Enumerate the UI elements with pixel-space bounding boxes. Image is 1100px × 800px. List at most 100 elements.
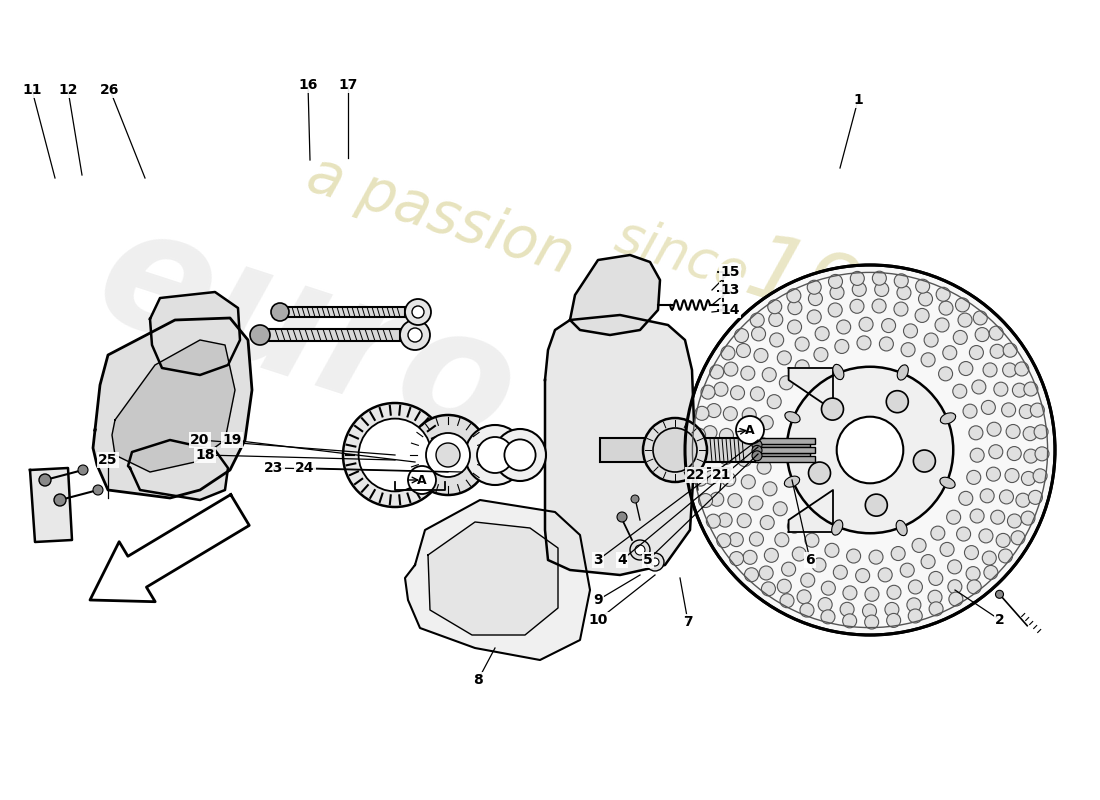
Ellipse shape [745,568,759,582]
Ellipse shape [701,385,715,399]
Text: since: since [608,210,756,302]
Ellipse shape [822,581,835,595]
Ellipse shape [780,594,794,608]
Ellipse shape [784,412,800,422]
Ellipse shape [760,515,774,530]
Text: 20: 20 [190,433,210,447]
Ellipse shape [692,428,705,442]
Ellipse shape [980,489,994,503]
Text: 25: 25 [98,453,118,467]
Ellipse shape [800,603,814,617]
Ellipse shape [702,448,716,462]
Text: 9: 9 [593,593,603,607]
Text: 16: 16 [298,78,318,92]
Ellipse shape [987,422,1001,436]
Ellipse shape [828,274,843,289]
Ellipse shape [928,571,943,586]
Ellipse shape [714,382,728,396]
Ellipse shape [805,534,818,547]
Ellipse shape [976,327,989,342]
Ellipse shape [822,398,844,420]
Ellipse shape [894,302,908,316]
Ellipse shape [1003,343,1018,358]
Text: 12: 12 [58,83,78,97]
Text: 15: 15 [720,265,739,279]
Ellipse shape [983,363,997,377]
Ellipse shape [915,309,930,322]
Polygon shape [94,318,252,498]
Ellipse shape [928,590,942,604]
Ellipse shape [759,566,773,580]
Ellipse shape [773,502,788,516]
Ellipse shape [936,287,950,302]
Ellipse shape [764,548,779,562]
Ellipse shape [762,368,777,382]
Ellipse shape [635,545,645,555]
Ellipse shape [821,610,835,624]
Ellipse shape [719,429,734,442]
Ellipse shape [909,580,923,594]
Ellipse shape [989,326,1003,340]
Ellipse shape [1024,449,1037,463]
Ellipse shape [887,586,901,599]
Ellipse shape [970,448,985,462]
Ellipse shape [832,520,843,535]
Ellipse shape [646,553,664,571]
Ellipse shape [426,433,470,477]
Ellipse shape [761,582,776,596]
Ellipse shape [737,343,750,358]
Ellipse shape [947,560,961,574]
Ellipse shape [754,349,768,362]
Ellipse shape [780,376,793,390]
Ellipse shape [812,558,826,572]
Text: 1985: 1985 [735,226,981,382]
Circle shape [408,466,436,494]
Ellipse shape [894,274,909,288]
Ellipse shape [874,282,889,297]
Text: 7: 7 [683,615,693,629]
Ellipse shape [814,347,828,362]
Ellipse shape [939,301,953,315]
Ellipse shape [994,382,1008,396]
Ellipse shape [962,404,977,418]
Ellipse shape [979,529,993,543]
Ellipse shape [653,428,697,472]
Ellipse shape [969,426,983,440]
FancyBboxPatch shape [755,453,810,460]
Ellipse shape [808,462,830,484]
Ellipse shape [250,325,270,345]
Ellipse shape [1022,471,1035,486]
Ellipse shape [769,313,783,326]
Ellipse shape [465,425,525,485]
Text: 13: 13 [720,283,739,297]
Polygon shape [570,255,660,335]
Ellipse shape [343,403,447,507]
Ellipse shape [786,289,801,302]
Polygon shape [112,340,235,472]
Ellipse shape [729,533,744,546]
FancyBboxPatch shape [755,438,815,444]
Ellipse shape [729,551,744,566]
Ellipse shape [1012,383,1026,397]
FancyBboxPatch shape [755,442,810,449]
Text: 21: 21 [713,468,732,482]
Ellipse shape [1034,425,1048,439]
Ellipse shape [901,342,915,357]
Ellipse shape [1005,469,1019,482]
Ellipse shape [857,336,871,350]
Ellipse shape [752,446,762,455]
Ellipse shape [795,360,810,374]
Ellipse shape [436,443,460,467]
Ellipse shape [878,568,892,582]
Ellipse shape [751,327,766,341]
FancyBboxPatch shape [755,456,815,462]
Ellipse shape [405,299,431,325]
Ellipse shape [1023,426,1037,441]
Ellipse shape [958,313,972,327]
FancyBboxPatch shape [260,329,400,341]
Ellipse shape [833,364,844,380]
Ellipse shape [778,351,791,365]
Ellipse shape [710,492,724,506]
Ellipse shape [909,609,922,623]
Ellipse shape [940,413,956,424]
